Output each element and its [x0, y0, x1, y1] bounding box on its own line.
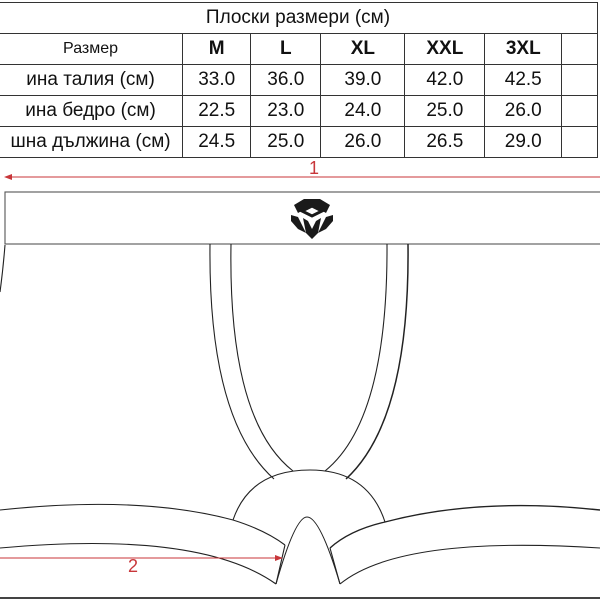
row-label: ина талия (см) — [0, 64, 184, 96]
cell: 39.0 — [320, 64, 406, 96]
size-table: Плоски размери (см) Размер M L XL XXL 3X… — [0, 2, 598, 158]
cell-cut-off — [561, 95, 598, 127]
row-label: ина бедро (см) — [0, 95, 184, 127]
crotch-notch — [275, 516, 341, 585]
header-l: L — [250, 33, 322, 65]
cell: 25.0 — [250, 126, 322, 158]
cell: 26.5 — [404, 126, 486, 158]
row-label: шна дължина (см) — [0, 126, 184, 158]
cell: 29.0 — [484, 126, 563, 158]
arrow-head-icon — [4, 174, 12, 180]
measure-1-arrow — [4, 174, 600, 180]
cell: 22.5 — [182, 95, 252, 127]
cell: 36.0 — [250, 64, 322, 96]
left-leg-band-bottom — [0, 542, 277, 585]
cell: 26.0 — [320, 126, 406, 158]
measure-2-arrow — [0, 555, 283, 561]
cell: 33.0 — [182, 64, 252, 96]
cell: 26.0 — [484, 95, 563, 127]
strap-outer-left — [209, 243, 275, 480]
cell: 23.0 — [250, 95, 322, 127]
cell: 42.5 — [484, 64, 563, 96]
cell: 24.5 — [182, 126, 252, 158]
arrow-head-icon — [275, 555, 283, 561]
measure-2-label: 2 — [128, 556, 138, 576]
waistband — [4, 191, 600, 245]
strap-inner-right — [324, 243, 388, 472]
table-title: Плоски размери (см) — [0, 2, 598, 34]
header-m: M — [182, 33, 252, 65]
table-row: шна дължина (см) 24.5 25.0 26.0 26.5 29.… — [0, 126, 598, 158]
cell: 42.0 — [404, 64, 486, 96]
header-size: Размер — [0, 33, 184, 65]
cell: 25.0 — [404, 95, 486, 127]
cell-cut-off — [561, 126, 598, 158]
header-xl: XL — [320, 33, 406, 65]
table-row: ина бедро (см) 22.5 23.0 24.0 25.0 26.0 — [0, 95, 598, 127]
measure-1-label: 1 — [309, 158, 319, 178]
header-3xl: 3XL — [484, 33, 563, 65]
table-header-row: Размер M L XL XXL 3XL — [0, 33, 598, 65]
strap-outer-right — [345, 243, 409, 480]
right-leg-band-bottom — [339, 544, 600, 585]
left-side-seam — [0, 244, 6, 293]
table-row: ина талия (см) 33.0 36.0 39.0 42.0 42.5 — [0, 64, 598, 96]
strap-inner-left — [230, 243, 294, 472]
cell-cut-off — [561, 64, 598, 96]
pouch-dome — [232, 469, 386, 523]
brand-logo-icon — [291, 199, 333, 239]
header-cut-off — [561, 33, 598, 65]
header-xxl: XXL — [404, 33, 486, 65]
cell: 24.0 — [320, 95, 406, 127]
right-leg-band-top — [329, 504, 600, 549]
left-leg-band-top — [0, 503, 286, 546]
